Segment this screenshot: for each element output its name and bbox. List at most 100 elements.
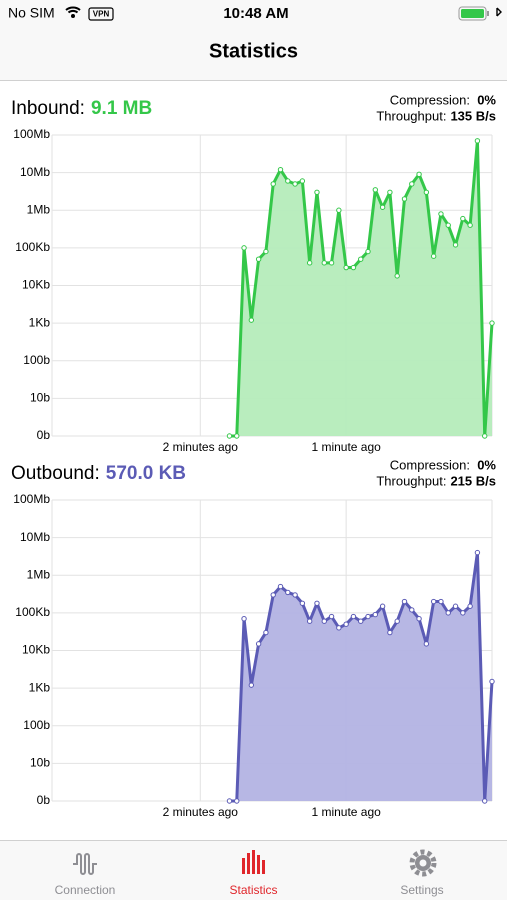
data-point: [467, 222, 473, 228]
data-point: [365, 613, 371, 620]
y-tick-label: 100Mb: [13, 127, 50, 141]
data-point: [299, 600, 306, 606]
data-point: [423, 189, 430, 195]
data-point: [379, 204, 386, 210]
data-point: [248, 682, 255, 688]
tab-label[interactable]: Statistics: [229, 883, 277, 897]
data-point: [226, 433, 233, 439]
panel-total: 9.1 MB: [91, 98, 152, 119]
vpn-label: VPN: [93, 10, 110, 19]
data-point: [489, 320, 495, 326]
data-point: [387, 629, 393, 636]
data-point: [277, 583, 284, 590]
data-point: [328, 260, 335, 266]
panel-total: 570.0 KB: [106, 463, 186, 484]
data-point: [285, 589, 291, 596]
y-tick-label: 100b: [23, 353, 50, 367]
compression-label: Compression:: [390, 92, 470, 107]
data-point: [423, 641, 430, 647]
data-point: [445, 222, 451, 228]
data-point: [438, 598, 444, 605]
y-tick-label: 1Kb: [29, 315, 51, 329]
y-tick-label: 100Mb: [13, 492, 50, 506]
statistics-icon[interactable]: [242, 850, 265, 874]
throughput-label: Throughput:: [376, 108, 446, 123]
charging-icon: [496, 7, 502, 17]
y-tick-label: 100Kb: [15, 240, 50, 254]
y-tick-label: 1Kb: [29, 680, 51, 694]
data-point: [292, 592, 298, 598]
data-point: [234, 433, 240, 439]
data-point: [292, 181, 298, 187]
y-tick-label: 100b: [23, 718, 50, 732]
data-point: [358, 256, 364, 262]
data-point: [394, 273, 400, 279]
clock: 10:48 AM: [223, 5, 288, 22]
data-point: [343, 621, 349, 627]
data-point: [394, 618, 400, 624]
data-point: [467, 603, 473, 609]
data-point: [474, 549, 481, 556]
data-point: [365, 248, 371, 255]
data-point: [409, 607, 415, 613]
panel-title: Outbound:: [11, 463, 100, 484]
x-tick-label: 1 minute ago: [311, 805, 381, 819]
data-point: [270, 592, 276, 598]
data-point: [460, 215, 466, 222]
y-tick-label: 10b: [30, 756, 50, 770]
data-point: [255, 256, 262, 262]
carrier: No SIM: [8, 5, 55, 21]
data-point: [241, 245, 247, 251]
battery-outline: [458, 6, 487, 21]
data-point: [226, 798, 233, 804]
data-point: [255, 641, 262, 647]
y-tick-label: 100Kb: [15, 605, 50, 619]
data-point: [321, 618, 327, 624]
data-point: [343, 264, 349, 271]
data-point: [314, 189, 320, 195]
data-point: [372, 611, 379, 618]
data-point: [460, 610, 466, 616]
data-point: [430, 598, 437, 605]
data-point: [234, 798, 240, 804]
y-tick-label: 1Mb: [27, 567, 51, 581]
data-point: [452, 242, 459, 248]
y-tick-label: 10Mb: [20, 165, 50, 179]
throughput-label: Throughput:: [376, 473, 446, 488]
data-point: [482, 798, 488, 804]
connection-icon[interactable]: [73, 853, 97, 875]
data-point: [350, 613, 357, 620]
x-tick-label: 1 minute ago: [311, 440, 381, 454]
tab-label[interactable]: Connection: [55, 883, 116, 897]
y-tick-label: 10Kb: [22, 278, 50, 292]
settings-icon[interactable]: [409, 849, 437, 877]
data-point: [248, 317, 255, 323]
data-point: [314, 600, 320, 606]
y-tick-label: 10b: [30, 391, 50, 405]
data-point: [438, 211, 444, 217]
wifi-dot: [71, 14, 75, 18]
data-point: [401, 196, 408, 202]
data-point: [416, 171, 422, 178]
area-fill: [229, 552, 492, 801]
y-tick-label: 10Kb: [22, 643, 50, 657]
tab-label[interactable]: Settings: [400, 883, 443, 897]
data-point: [358, 618, 364, 624]
panel-title: Inbound:: [11, 98, 85, 119]
x-tick-label: 2 minutes ago: [163, 440, 239, 454]
data-point: [270, 181, 276, 187]
data-point: [263, 248, 269, 255]
data-point: [482, 433, 488, 439]
x-tick-label: 2 minutes ago: [163, 805, 239, 819]
y-tick-label: 1Mb: [27, 202, 51, 216]
data-point: [379, 603, 386, 609]
data-point: [409, 181, 415, 187]
data-point: [416, 616, 422, 622]
data-point: [285, 178, 291, 184]
battery-tip: [487, 11, 489, 16]
data-point: [372, 187, 379, 193]
data-point: [489, 678, 495, 685]
header-background: [0, 0, 507, 80]
data-point: [328, 613, 335, 620]
